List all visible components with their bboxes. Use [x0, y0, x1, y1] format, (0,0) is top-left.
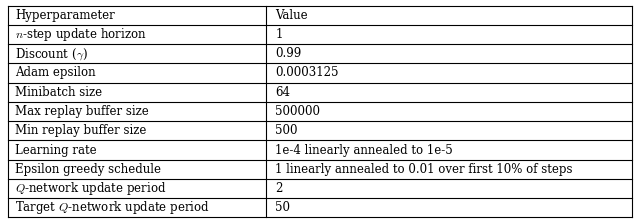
Text: 1e-4 linearly annealed to 1e-5: 1e-4 linearly annealed to 1e-5 — [275, 144, 453, 157]
Text: $Q$-network update period: $Q$-network update period — [15, 180, 166, 197]
Text: 500000: 500000 — [275, 105, 320, 118]
Text: Epsilon greedy schedule: Epsilon greedy schedule — [15, 163, 161, 176]
Text: 0.99: 0.99 — [275, 47, 301, 60]
Text: 1: 1 — [275, 28, 283, 41]
Text: Minibatch size: Minibatch size — [15, 86, 102, 99]
Text: 50: 50 — [275, 201, 290, 214]
Text: $n$-step update horizon: $n$-step update horizon — [15, 26, 147, 43]
Text: Target $Q$-network update period: Target $Q$-network update period — [15, 199, 210, 216]
Text: Max replay buffer size: Max replay buffer size — [15, 105, 149, 118]
Text: Hyperparameter: Hyperparameter — [15, 9, 115, 22]
Text: 0.0003125: 0.0003125 — [275, 66, 339, 79]
Text: Adam epsilon: Adam epsilon — [15, 66, 96, 79]
Text: Learning rate: Learning rate — [15, 144, 97, 157]
Text: 1 linearly annealed to 0.01 over first 10% of steps: 1 linearly annealed to 0.01 over first 1… — [275, 163, 573, 176]
Text: 500: 500 — [275, 124, 298, 137]
Text: 2: 2 — [275, 182, 283, 195]
Text: Discount ($\gamma$): Discount ($\gamma$) — [15, 46, 88, 62]
Text: 64: 64 — [275, 86, 290, 99]
Text: Value: Value — [275, 9, 308, 22]
Text: Min replay buffer size: Min replay buffer size — [15, 124, 147, 137]
